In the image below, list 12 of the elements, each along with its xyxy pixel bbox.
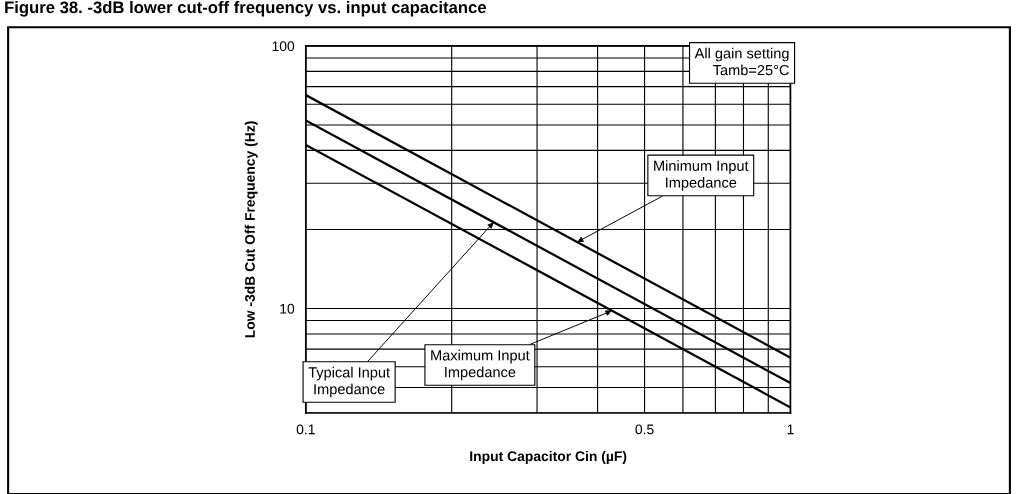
x-tick-label: 0.5	[635, 424, 654, 435]
chart-title: Figure 38. -3dB lower cut-off frequency vs. input capacitance	[5, 0, 487, 17]
y-tick-label: 100	[272, 41, 295, 52]
annotation: All gain setting Tamb=25°C	[694, 47, 789, 76]
y-tick-label: 10	[280, 303, 295, 314]
x-tick-label: 1	[787, 424, 794, 435]
x-tick-label: 0.1	[296, 424, 315, 435]
annotation: Maximum Input Impedance	[431, 349, 530, 381]
annotation: Minimum Input Impedance	[654, 160, 749, 191]
annotation: Typical Input Impedance	[308, 366, 390, 398]
x-axis-title: Input Capacitor Cin (µF)	[470, 450, 627, 464]
y-axis-title: Low -3dB Cut Off Frequency (Hz)	[244, 121, 258, 338]
